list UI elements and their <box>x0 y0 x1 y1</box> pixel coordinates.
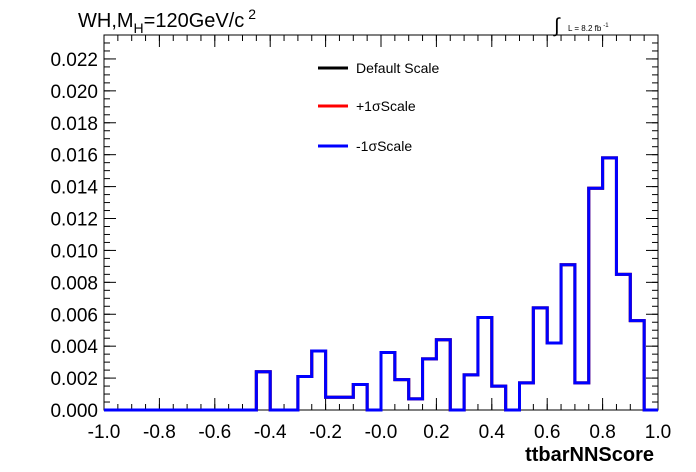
y-tick-label: 0.020 <box>50 82 98 103</box>
x-tick-label: 1.0 <box>645 422 671 443</box>
y-axis: 0.000 0.002 0.004 0.006 0.008 0.010 0.012 0.014… <box>50 34 658 422</box>
x-tick-label: -0.4 <box>254 422 287 443</box>
y-tick-label: 0.018 <box>50 114 98 135</box>
legend: Default Scale +1σScale -1σScale <box>318 60 439 154</box>
y-tick-label: 0.008 <box>50 273 98 294</box>
x-tick-label: 0.4 <box>479 422 506 443</box>
y-tick-label: 0.012 <box>50 210 98 231</box>
series-layer <box>104 156 658 412</box>
x-tick-label: -0.8 <box>143 422 176 443</box>
x-tick-label: -0.6 <box>198 422 231 443</box>
x-tick-label: -0.0 <box>365 422 398 443</box>
y-tick-label: 0.006 <box>50 305 98 326</box>
x-tick-label: 0.2 <box>423 422 449 443</box>
legend-label: -1σScale <box>356 138 412 154</box>
series-line-2 <box>104 156 658 412</box>
x-tick-label: -1.0 <box>88 422 121 443</box>
x-tick-label: 0.8 <box>589 422 615 443</box>
x-tick-label: -0.2 <box>309 422 342 443</box>
y-tick-label: 0.014 <box>50 178 98 199</box>
y-tick-label: 0.010 <box>50 241 98 262</box>
legend-label: +1σScale <box>356 98 416 114</box>
integral-sign: ∫ <box>553 15 561 37</box>
x-tick-label: 0.6 <box>534 422 560 443</box>
legend-label: Default Scale <box>356 60 439 76</box>
lumi-label: L = 8.2 fb -1 <box>568 23 609 33</box>
chart-title: WH,MH=120GeV/c 2 <box>78 6 256 36</box>
y-tick-label: 0.016 <box>50 146 98 167</box>
y-tick-label: 0.004 <box>50 337 98 358</box>
y-tick-label: 0.022 <box>50 50 98 71</box>
y-tick-label: 0.002 <box>50 369 98 390</box>
y-tick-label: 0.000 <box>50 401 98 422</box>
x-axis-label: ttbarNNScore <box>525 444 654 466</box>
